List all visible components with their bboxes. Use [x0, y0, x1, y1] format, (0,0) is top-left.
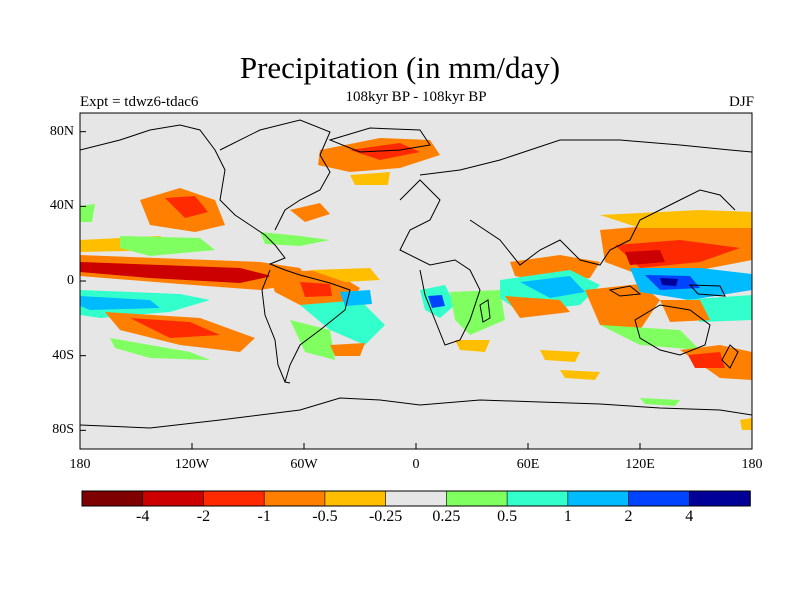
lat-tick-label: 40N: [49, 198, 74, 214]
colorbar-frame: [81, 490, 751, 507]
colorbar-swatch: [506, 490, 569, 507]
colorbar-swatch: [688, 490, 751, 507]
plot-title: Precipitation (in mm/day): [239, 50, 561, 85]
colorbar-swatch: [81, 490, 144, 507]
anomaly-shading: [80, 119, 752, 430]
colorbar-label: -0.5: [312, 508, 338, 525]
colorbar-swatch: [567, 490, 630, 507]
north-atlantic-anomaly: [260, 138, 440, 246]
colorbar-label: 2: [624, 508, 633, 525]
pacific-wet-band: [80, 236, 215, 318]
southern-ocean-anomaly: [640, 398, 752, 430]
lon-tick-label: 60W: [290, 457, 318, 472]
lat-tick-label: 0: [67, 273, 74, 288]
south-america-dry: [268, 268, 380, 310]
indian-ocean-anomaly: [500, 255, 700, 362]
south-pacific-dry: [105, 312, 255, 360]
colorbar-swatch: [142, 490, 205, 507]
lon-tick-label: 0: [412, 457, 420, 472]
lon-tick-label: 60E: [516, 457, 540, 472]
lat-tick-label: 80S: [52, 422, 74, 438]
axis-ticks: [79, 131, 753, 449]
colorbar-swatch: [628, 490, 691, 507]
season-label: DJF: [728, 94, 754, 110]
colorbar-swatch: [446, 490, 508, 507]
north-pacific-anomaly: [80, 188, 225, 232]
africa-anomaly: [420, 285, 505, 352]
continent-outlines: [80, 119, 752, 429]
lat-tick-label: 40S: [52, 347, 74, 363]
colorbar-label: 0.25: [432, 508, 461, 525]
colorbar-swatch: [385, 490, 448, 507]
experiment-label: Expt = tdwz6-tdac6: [80, 94, 199, 110]
colorbar-swatch: [263, 490, 326, 507]
colorbar-swatch: [324, 490, 387, 507]
colorbar-swatch: [203, 490, 265, 507]
colorbar-label: -2: [196, 508, 211, 525]
lon-tick-label: 180: [69, 457, 91, 472]
colorbar-label: 4: [685, 508, 694, 525]
west-pacific-anomaly: [600, 210, 752, 322]
southwest-pacific-anomaly: [560, 345, 752, 380]
lon-tick-label: 180: [741, 457, 763, 472]
plot-subtitle: 108kyr BP - 108kyr BP: [345, 89, 487, 105]
south-america-wet: [290, 290, 385, 360]
lat-tick-label: 80N: [49, 123, 74, 139]
colorbar-label: 0.5: [497, 508, 518, 525]
lon-tick-label: 120W: [174, 457, 210, 472]
colorbar-label: -1: [257, 508, 271, 525]
lon-tick-label: 120E: [625, 457, 655, 472]
colorbar: [81, 490, 751, 507]
colorbar-label: 1: [563, 508, 572, 525]
colorbar-label: -0.25: [368, 508, 403, 525]
colorbar-label: -4: [136, 508, 150, 525]
